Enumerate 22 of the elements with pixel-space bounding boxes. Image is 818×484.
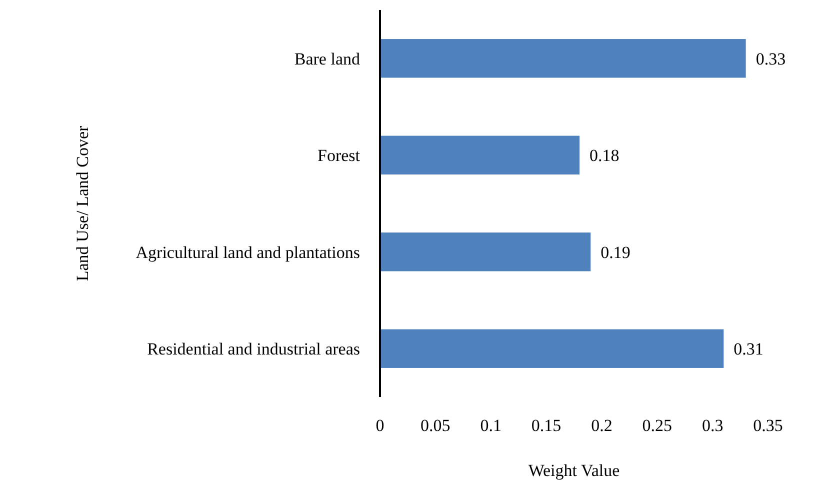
x-axis-title: Weight Value bbox=[528, 461, 620, 480]
bar bbox=[380, 329, 724, 368]
x-tick-label: 0.35 bbox=[753, 416, 783, 435]
y-tick-label: Bare land bbox=[294, 49, 360, 68]
y-axis-title: Land Use/ Land Cover bbox=[72, 126, 92, 282]
x-tick-label: 0.15 bbox=[531, 416, 562, 435]
y-tick-label: Forest bbox=[318, 146, 360, 166]
x-tick-label: 0 bbox=[376, 416, 384, 435]
x-tick-label: 0.3 bbox=[702, 416, 724, 435]
y-tick-label: Residential and industrial areas bbox=[147, 340, 360, 359]
y-tick-label: Agricultural land and plantations bbox=[136, 242, 360, 262]
bar bbox=[380, 136, 580, 174]
x-tick-label: 0.05 bbox=[420, 416, 450, 435]
bar bbox=[380, 39, 746, 78]
x-tick-label: 0.2 bbox=[591, 416, 612, 435]
data-label: 0.18 bbox=[590, 146, 620, 166]
data-label: 0.33 bbox=[756, 49, 786, 68]
data-label: 0.31 bbox=[734, 340, 764, 359]
x-tick-label: 0.25 bbox=[642, 416, 672, 435]
bar bbox=[380, 232, 591, 272]
x-tick-label: 0.1 bbox=[480, 416, 502, 435]
data-label: 0.19 bbox=[600, 242, 630, 262]
